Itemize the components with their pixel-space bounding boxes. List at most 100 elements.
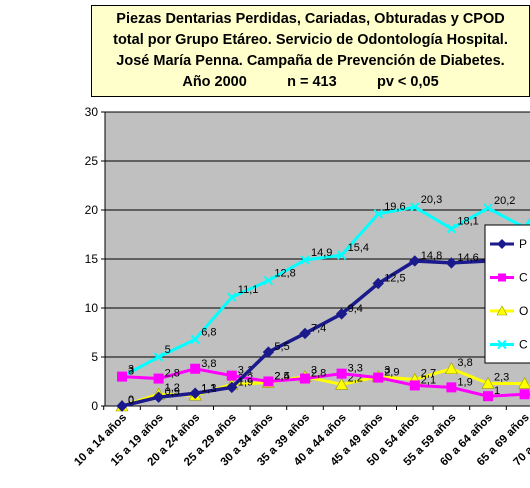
series-1-point-1 [153,373,164,384]
y-tick-label-20: 20 [85,203,99,217]
y-tick-label-30: 30 [85,105,99,119]
legend-label-2: O [519,304,528,318]
series-2-data-label-1: 1,2 [165,382,180,394]
series-3-data-label-5: 14,9 [311,247,332,259]
series-1-data-label-0: 3 [128,366,134,378]
legend-marker-0 [497,239,507,249]
series-2-data-label-0: 0 [128,394,134,406]
series-3-point-8 [410,202,420,212]
legend-label-3: C [519,338,528,352]
series-0-point-4 [262,346,275,358]
title-line-4: Año 2000 n = 413 pv < 0,05 [182,74,439,90]
series-0-point-0 [116,400,128,412]
legend-item-3: C [490,338,528,352]
legend-marker-1 [498,273,506,282]
series-3-data-label-4: 12,8 [274,268,295,280]
legend-box [484,224,530,364]
series-3-point-9 [446,223,457,234]
series-3-point-2 [190,334,200,345]
legend-item-1: C [490,271,528,285]
series-0-data-label-1: 0,9 [165,386,180,398]
series-3-point-5 [300,255,310,265]
series-1-data-label-8: 2,1 [421,374,436,386]
series-1-point-2 [190,363,201,374]
y-tick-label-10: 10 [85,301,99,315]
series-2-data-label-5: 3 [311,365,317,377]
series-1-point-0 [117,371,127,382]
series-3-data-label-9: 18,1 [457,216,478,228]
title-line-3: José María Penna. Campaña de Prevención … [116,53,505,69]
series-2-data-label-7: 3 [384,365,390,377]
legend-marker-2 [496,305,508,316]
chart-title: Piezas Dentarias Perdidas, Cariadas, Obt… [91,5,530,97]
series-1-point-6 [336,368,347,379]
series-1-point-8 [409,380,420,391]
series-1-point-3 [226,370,237,381]
series-3-data-label-0: 3 [128,364,134,376]
series-1-data-label-1: 2,8 [165,368,180,380]
series-0-point-1 [152,391,165,403]
series-1-point-9 [446,382,457,393]
series-0-point-5 [299,327,311,340]
legend-label-1: C [519,271,528,285]
series-0-point-6 [335,308,348,320]
legend-label-0: P [519,237,527,251]
series-2-point-6 [335,377,349,390]
series-1-data-label-2: 3,8 [201,358,216,370]
series-1-point-4 [263,376,274,387]
series-3-point-1 [153,352,164,362]
series-1-data-label-4: 2,5 [274,371,289,383]
series-3-data-label-2: 6,8 [201,326,216,338]
title-line-2: total por Grupo Etáreo. Servicio de Odon… [113,32,508,48]
series-2-data-label-8: 2,7 [421,368,436,380]
series-3-data-label-8: 20,3 [421,194,442,206]
series-2-point-11 [518,376,530,389]
series-line-3 [121,205,530,378]
series-0-data-label-7: 12,5 [384,273,405,285]
series-2-data-label-9: 3,8 [457,357,472,369]
series-2-data-label-10: 2,3 [494,371,509,383]
legend-marker-3 [497,339,507,350]
legend: P C O C [484,224,530,364]
series-3-point-3 [227,292,237,302]
series-0-point-3 [226,381,238,394]
title-line-1: Piezas Dentarias Perdidas, Cariadas, Obt… [116,11,505,27]
series-1-data-label-6: 3,3 [348,363,363,375]
series-0-point-8 [409,255,421,267]
series-3-point-6 [336,250,347,260]
series-0-data-label-6: 9,4 [348,303,363,315]
series-0-data-label-8: 14,8 [421,250,442,262]
series-1-point-5 [300,373,310,384]
series-3-data-label-7: 19,6 [384,201,405,213]
series-1-C: 32,83,83,12,52,83,32,92,11,911,20,91 [117,358,530,402]
series-2-point-10 [481,376,495,389]
series-0-data-label-0: 0 [128,395,134,407]
series-1-point-7 [373,372,384,383]
y-tick-label-0: 0 [91,399,98,413]
series-1-data-label-9: 1,9 [457,376,472,388]
series-0-point-7 [372,277,384,290]
series-3-C: 356,811,112,814,915,419,620,318,120,218,… [117,194,530,382]
series-2-point-9 [444,362,458,375]
y-tick-label-15: 15 [85,252,99,266]
series-3-data-label-6: 15,4 [348,242,369,254]
series-3-point-4 [263,275,274,286]
series-1-point-11 [519,389,530,400]
series-3-data-label-1: 5 [165,344,171,356]
series-0-point-2 [189,387,201,399]
series-line-1 [121,367,530,398]
series-1-point-10 [483,391,493,402]
series-0-data-label-3: 1,9 [238,376,253,388]
legend-item-2: O [490,304,528,318]
series-0-data-label-9: 14,6 [457,252,478,264]
series-1-data-label-3: 3,1 [238,365,253,377]
series-3-data-label-10: 20,2 [494,195,515,207]
series-3-data-label-3: 11,1 [238,284,259,296]
y-tick-label-25: 25 [85,154,99,168]
series-0-data-label-2: 1,3 [201,382,216,394]
series-1-data-label-10: 1 [494,385,500,397]
series-1-data-label-7: 2,9 [384,367,399,379]
series-0-data-label-5: 7,4 [311,322,326,334]
